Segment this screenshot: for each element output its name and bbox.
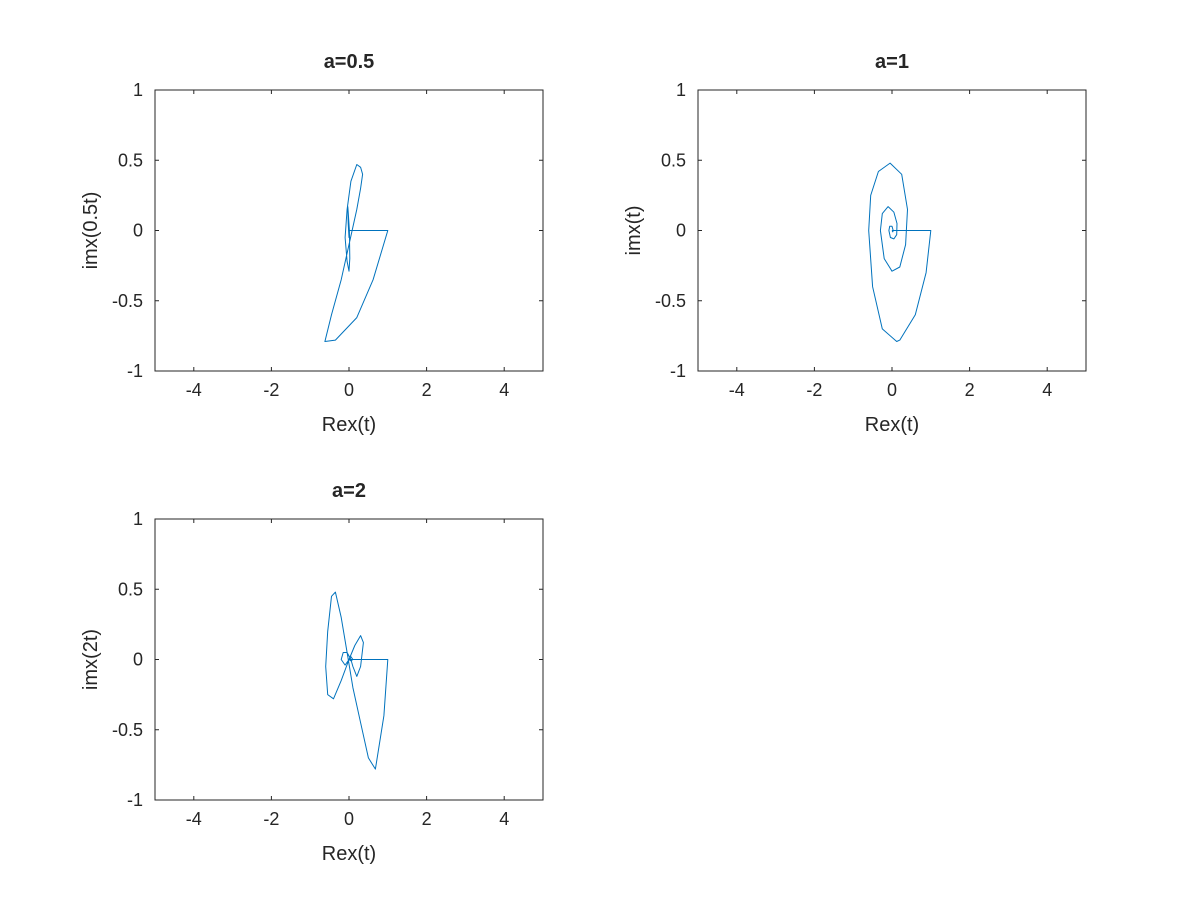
y-tick-label: 1	[133, 509, 143, 529]
y-tick-label: -1	[127, 790, 143, 810]
y-tick-label: 0	[676, 221, 686, 241]
x-tick-label: -4	[186, 380, 202, 400]
y-tick-label: 1	[676, 80, 686, 100]
y-tick-label: 1	[133, 80, 143, 100]
x-tick-label: -4	[186, 809, 202, 829]
subplot-title: a=1	[875, 51, 909, 73]
subplot-title: a=2	[332, 480, 366, 502]
y-tick-label: -1	[670, 361, 686, 381]
x-axis-label: Rex(t)	[322, 414, 376, 436]
x-tick-label: -2	[263, 809, 279, 829]
x-tick-label: 0	[344, 809, 354, 829]
series-line	[325, 591, 389, 770]
subplot-3: -4 -2 0 2 4 -1 -0.5 0 0.5 1 a=2 Rex(t) imx(2t)	[80, 480, 544, 865]
series-line	[868, 162, 932, 342]
x-tick-label: 2	[422, 380, 432, 400]
y-axis-label: imx(t)	[623, 206, 645, 256]
x-tick-label: 4	[499, 380, 509, 400]
y-tick-label: 0.5	[118, 579, 143, 599]
y-tick-label: 0	[133, 650, 143, 670]
y-tick-label: -0.5	[655, 291, 686, 311]
y-tick-label: -0.5	[112, 291, 143, 311]
y-tick-label: 0	[133, 221, 143, 241]
y-tick-label: 0.5	[118, 150, 143, 170]
subplot-2: -4 -2 0 2 4 -1 -0.5 0 0.5 1 a=1 Rex(t) imx(t)	[623, 51, 1087, 436]
x-axis-label: Rex(t)	[322, 843, 376, 865]
x-axis-label: Rex(t)	[865, 414, 919, 436]
y-axis-label: imx(2t)	[80, 629, 102, 690]
subplot-1: -4 -2 0 2 4 -1 -0.5 0 0.5 1 a=0.5 Rex(t) imx(0.5t)	[80, 51, 544, 436]
x-tick-label: 2	[965, 380, 975, 400]
x-tick-label: -4	[729, 380, 745, 400]
x-tick-label: 2	[422, 809, 432, 829]
x-tick-label: 0	[344, 380, 354, 400]
x-tick-label: 4	[1042, 380, 1052, 400]
series-line	[324, 164, 389, 342]
subplot-title: a=0.5	[324, 51, 375, 73]
x-tick-label: -2	[263, 380, 279, 400]
y-axis-label: imx(0.5t)	[80, 192, 102, 270]
x-tick-label: 0	[887, 380, 897, 400]
x-tick-label: -2	[806, 380, 822, 400]
y-tick-label: -1	[127, 361, 143, 381]
y-tick-label: -0.5	[112, 720, 143, 740]
x-tick-label: 4	[499, 809, 509, 829]
y-tick-label: 0.5	[661, 150, 686, 170]
